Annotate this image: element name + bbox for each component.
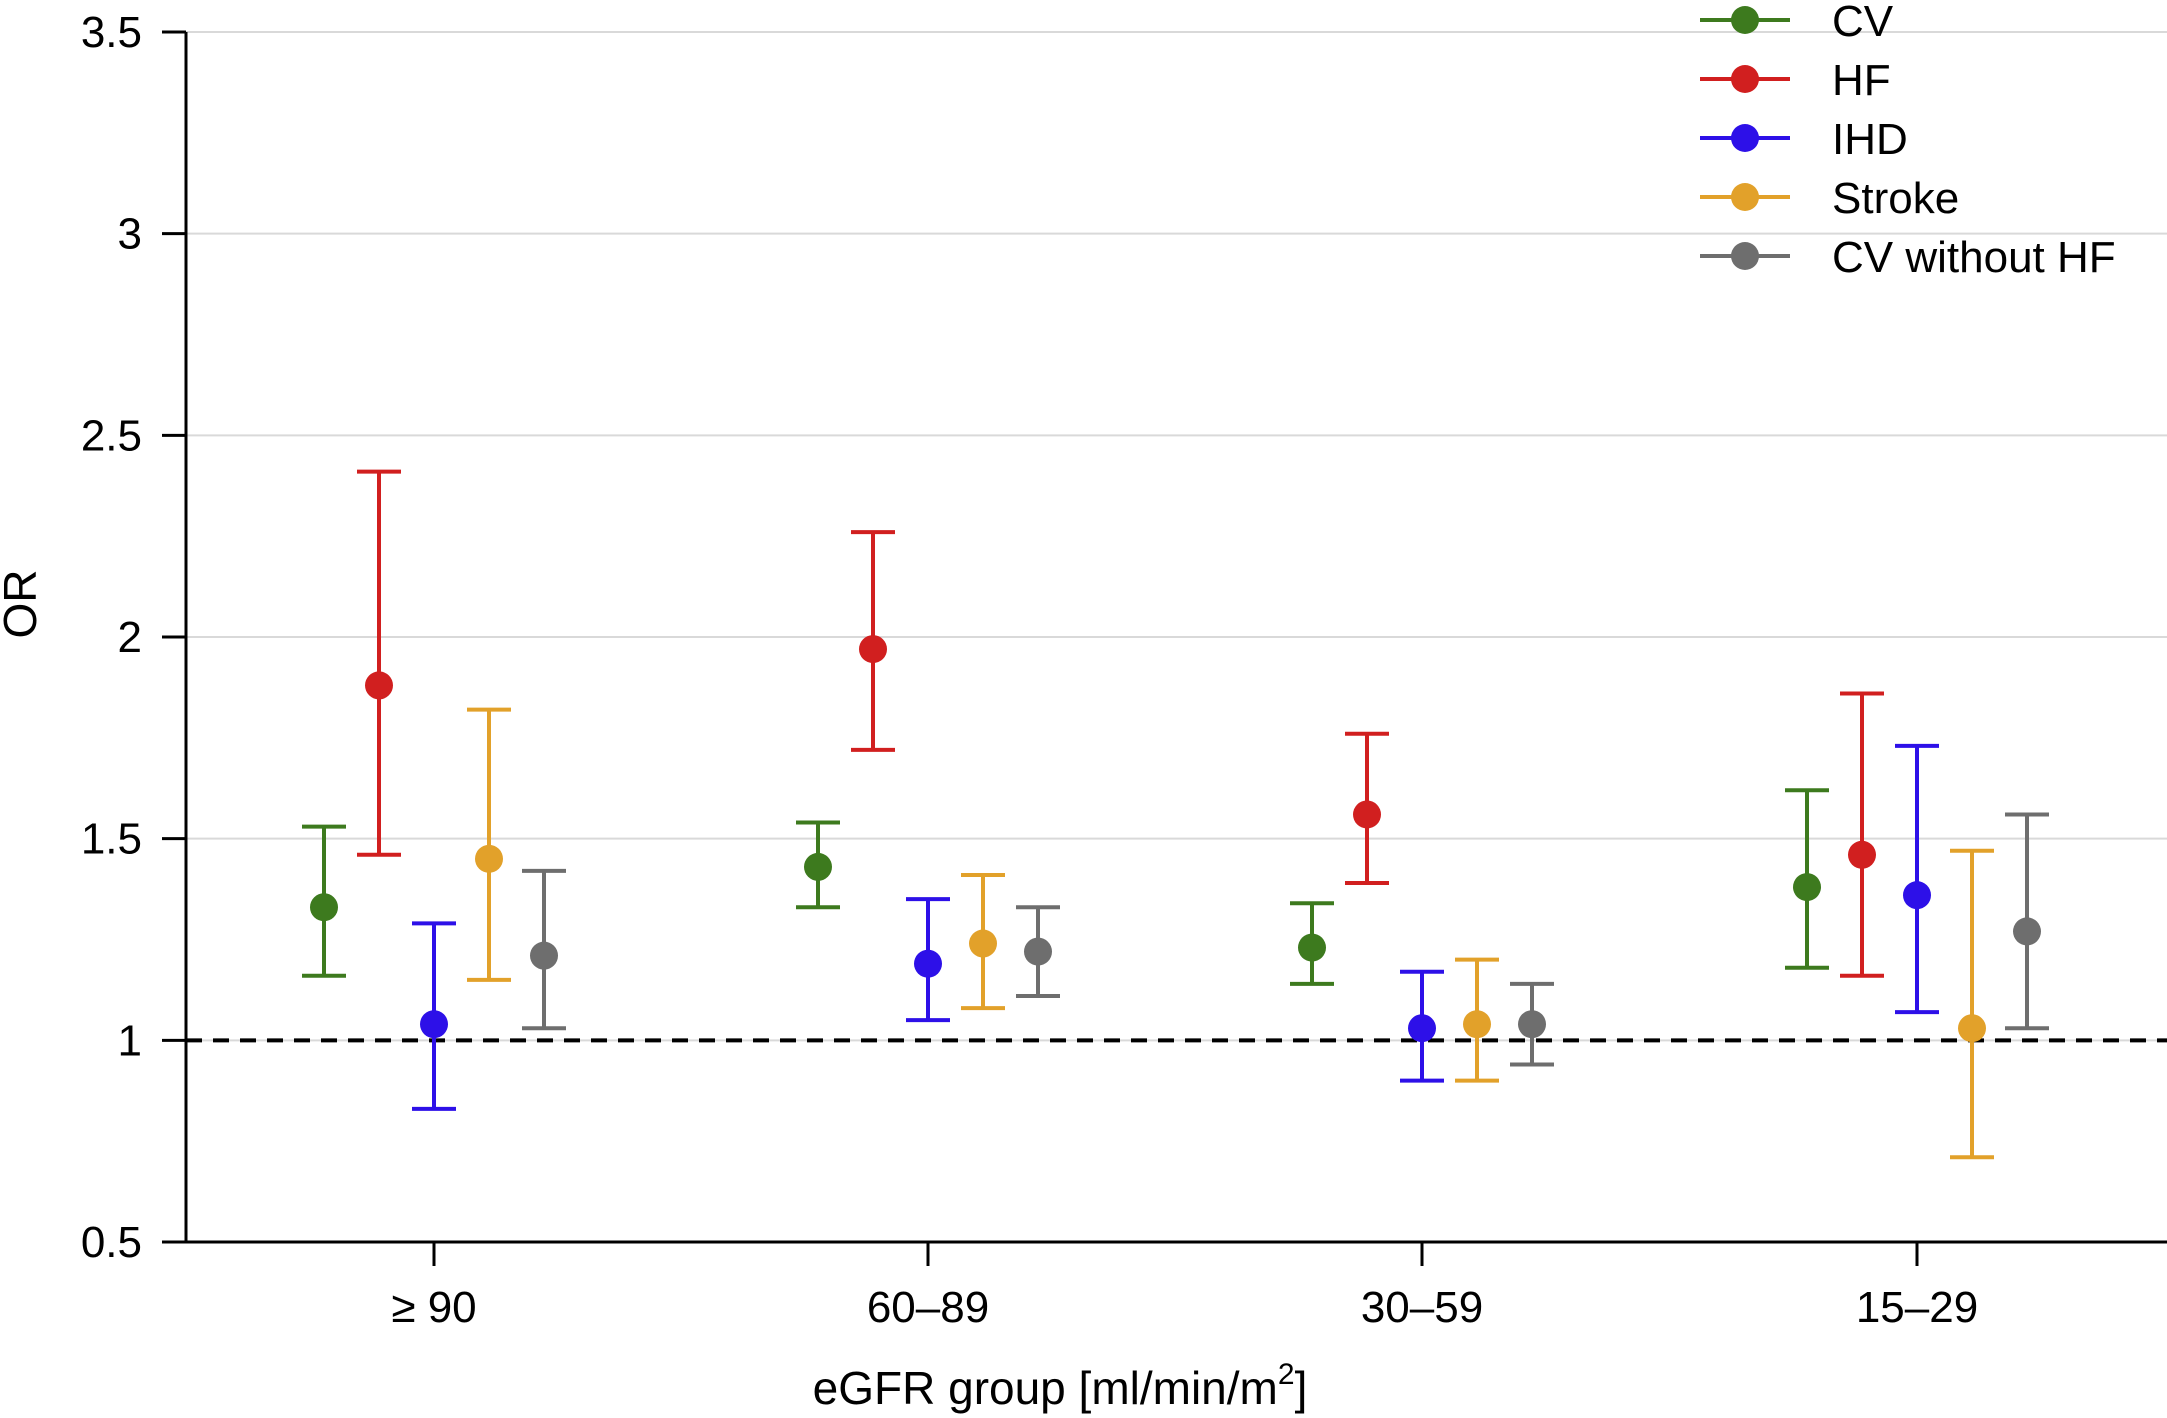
data-point	[1298, 933, 1326, 962]
legend-marker	[1731, 6, 1759, 34]
legend-entry: IHD	[1700, 115, 1908, 164]
legend-label: HF	[1832, 56, 1891, 105]
x-axis-title-end: ]	[1295, 1362, 1308, 1414]
x-tick-label: 15–29	[1856, 1283, 1978, 1332]
legend-entry: CV without HF	[1700, 233, 2116, 282]
legend-marker	[1731, 124, 1759, 152]
x-axis-ticks: ≥ 90 60–89 30–59 15–29	[391, 1242, 1978, 1332]
data-point	[1463, 1010, 1491, 1039]
legend-marker	[1731, 242, 1759, 270]
legend-label: Stroke	[1832, 174, 1959, 223]
data-point	[1958, 1014, 1986, 1043]
data-point	[1903, 881, 1931, 910]
y-tick-label: 0.5	[81, 1218, 142, 1267]
y-tick-label: 2.5	[81, 411, 142, 460]
y-axis-ticks: 0.5 1 1.5 2 2.5 3 3.5	[81, 8, 186, 1267]
x-axis-title-superscript: 2	[1278, 1358, 1295, 1391]
series-hf	[357, 469, 1884, 978]
y-tick-label: 2	[118, 613, 142, 662]
legend-marker	[1731, 65, 1759, 93]
data-series	[302, 469, 2049, 1160]
x-tick-label: 30–59	[1361, 1283, 1483, 1332]
y-tick-label: 3.5	[81, 8, 142, 57]
x-axis-title-main: eGFR group [ml/min/m	[813, 1362, 1278, 1414]
data-point	[2013, 917, 2041, 946]
data-point	[310, 893, 338, 922]
data-point	[969, 929, 997, 958]
data-point	[914, 949, 942, 978]
legend-label: CV without HF	[1832, 233, 2116, 282]
data-point	[859, 635, 887, 664]
y-tick-label: 1	[118, 1016, 142, 1065]
legend: CV HF IHD Stroke CV without HF	[1700, 0, 2116, 282]
data-point	[475, 844, 503, 873]
x-tick-label: 60–89	[867, 1283, 989, 1332]
series-cv	[302, 788, 1829, 986]
data-point	[365, 671, 393, 700]
data-point	[1793, 873, 1821, 902]
series-stroke	[467, 707, 1994, 1160]
data-point	[1848, 840, 1876, 869]
data-point	[1024, 937, 1052, 966]
data-point	[1518, 1010, 1546, 1039]
series-cv-without-hf	[522, 812, 2049, 1067]
data-point	[804, 852, 832, 881]
data-point	[1353, 800, 1381, 829]
x-axis-title: eGFR group [ml/min/m2]	[813, 1358, 1308, 1414]
legend-label: CV	[1832, 0, 1894, 46]
series-ihd	[412, 743, 1939, 1111]
legend-entry: HF	[1700, 56, 1891, 105]
x-tick-label: ≥ 90	[391, 1283, 476, 1332]
legend-marker	[1731, 183, 1759, 211]
data-point	[1408, 1014, 1436, 1043]
data-point	[530, 941, 558, 970]
y-tick-label: 3	[118, 210, 142, 259]
y-tick-label: 1.5	[81, 815, 142, 864]
y-axis-title: OR	[0, 570, 46, 639]
legend-label: IHD	[1832, 115, 1908, 164]
legend-entry: Stroke	[1700, 174, 1959, 223]
legend-entry: CV	[1700, 0, 1894, 46]
data-point	[420, 1010, 448, 1039]
